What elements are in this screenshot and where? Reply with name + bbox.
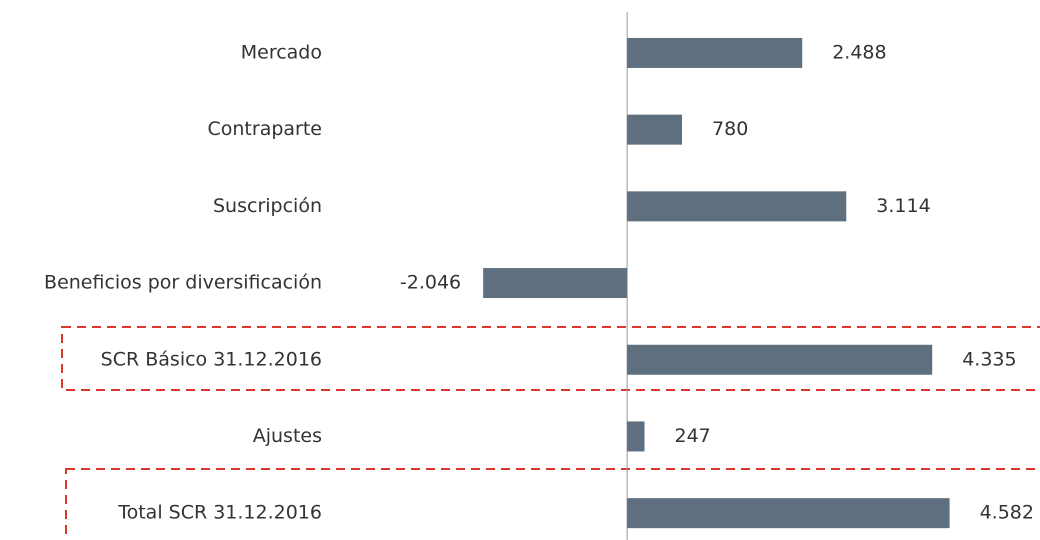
value-label: -2.046 [400,272,461,294]
category-label: Suscripción [213,195,322,217]
value-label: 780 [712,118,748,140]
category-label: Ajustes [253,425,322,447]
bar [627,37,803,68]
category-label: Mercado [241,41,322,63]
value-label: 247 [675,425,711,447]
value-label: 3.114 [876,195,930,217]
bar [627,498,950,529]
bar [627,421,645,452]
category-label: SCR Básico 31.12.2016 [101,348,322,370]
bar [627,344,933,375]
highlight-box [61,326,1040,391]
value-label: 2.488 [832,41,886,63]
category-label: Total SCR 31.12.2016 [117,502,322,524]
bar [627,114,683,145]
value-label: 4.335 [962,348,1016,370]
bar [627,191,847,222]
value-label: 4.582 [980,502,1034,524]
bar [483,268,628,299]
category-label: Beneficios por diversificación [44,272,322,294]
category-label: Contraparte [208,118,323,140]
